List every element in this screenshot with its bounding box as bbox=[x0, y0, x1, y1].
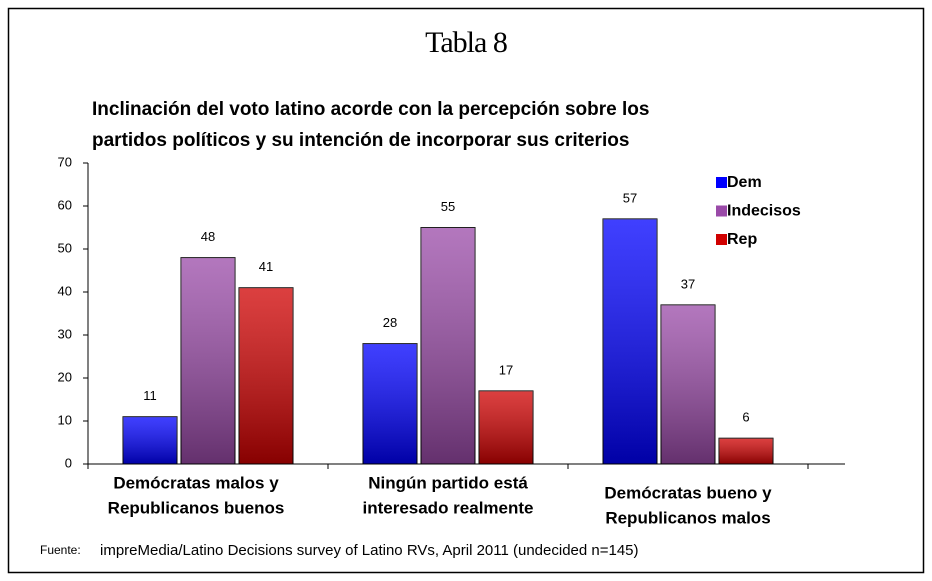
y-tick-label: 50 bbox=[58, 240, 72, 255]
bar-shade bbox=[661, 304, 715, 464]
source: impreMedia/Latino Decisions survey of La… bbox=[100, 542, 639, 559]
value-label: 11 bbox=[143, 388, 157, 403]
source-label: Fuente: bbox=[40, 543, 81, 557]
x-tick-label: Demócratas bueno y bbox=[604, 483, 772, 502]
y-tick-label: 20 bbox=[58, 369, 72, 384]
legend-swatch bbox=[716, 234, 727, 245]
y-tick-label: 40 bbox=[58, 283, 72, 298]
value-label: 37 bbox=[681, 276, 695, 291]
chart-title: Inclinación del voto latino acorde con l… bbox=[92, 99, 649, 120]
y-tick-label: 60 bbox=[58, 197, 72, 212]
bar-shade bbox=[479, 390, 533, 464]
page-title: Tabla 8 bbox=[425, 26, 507, 59]
y-tick-label: 10 bbox=[58, 412, 72, 427]
legend-label: Rep bbox=[727, 231, 757, 248]
x-tick-label: Ningún partido está bbox=[368, 473, 528, 492]
legend-label: Dem bbox=[727, 174, 762, 191]
value-label: 57 bbox=[623, 190, 637, 205]
x-tick-label: interesado realmente bbox=[362, 498, 533, 517]
bar-shade bbox=[603, 218, 657, 464]
bar-shade bbox=[239, 287, 293, 464]
value-label: 6 bbox=[742, 410, 749, 425]
legend-swatch bbox=[716, 205, 727, 217]
value-label: 17 bbox=[499, 362, 513, 377]
legend-swatch bbox=[716, 177, 727, 188]
value-label: 28 bbox=[383, 315, 397, 330]
y-tick-label: 70 bbox=[58, 154, 72, 169]
frame bbox=[7, 7, 925, 574]
x-tick-label: Republicanos malos bbox=[605, 508, 770, 527]
value-label: 48 bbox=[201, 229, 215, 244]
bar-shade bbox=[421, 227, 475, 464]
bar-shade bbox=[363, 343, 417, 464]
x-tick-label: Demócratas malos y bbox=[113, 473, 279, 492]
bar-shade bbox=[123, 416, 177, 464]
value-label: 41 bbox=[259, 259, 273, 274]
x-tick-label: Republicanos buenos bbox=[108, 498, 285, 517]
bar-shade bbox=[181, 257, 235, 464]
bar-shade bbox=[719, 438, 773, 464]
legend-label: Indecisos bbox=[727, 203, 801, 220]
value-label: 55 bbox=[441, 199, 455, 214]
chart-title: partidos políticos y su intención de inc… bbox=[92, 130, 629, 151]
y-tick-label: 30 bbox=[58, 326, 72, 341]
y-tick-label: 0 bbox=[65, 455, 72, 470]
